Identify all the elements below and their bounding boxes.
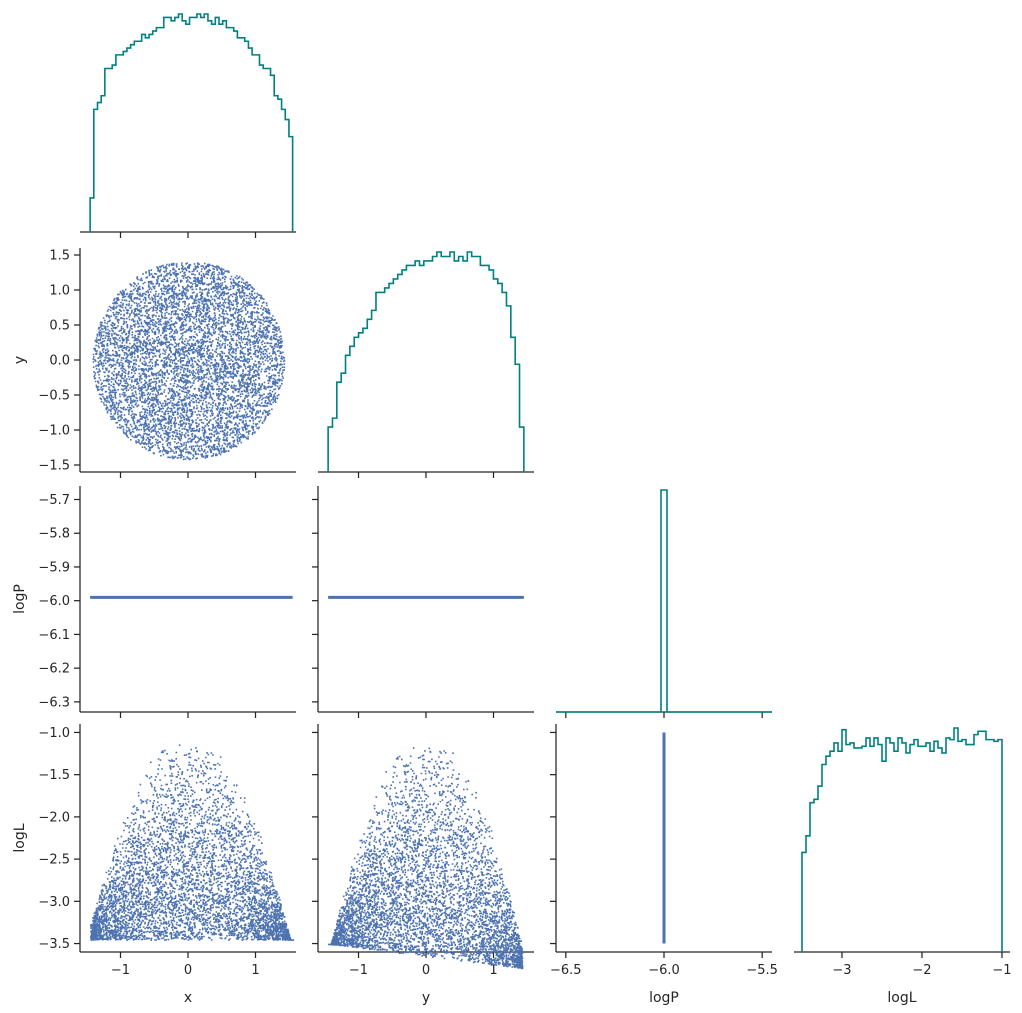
histogram-y <box>327 251 525 472</box>
panel-y-x: −1.5 −1.0 −0.5 0.0 0.5 1.0 1.5 <box>38 248 296 478</box>
panel-logP-logP <box>556 711 772 718</box>
x-tick-label: −1 <box>111 963 130 978</box>
y-tick-label: −6.3 <box>38 695 70 710</box>
y-tick-label: 1.0 <box>49 284 70 299</box>
scatter-logL-y <box>328 747 524 970</box>
x-tick-label: 0 <box>184 963 192 978</box>
y-tick-label: −1.5 <box>38 459 70 474</box>
x-tick-label: 1 <box>489 963 497 978</box>
histogram-logL <box>801 727 1003 952</box>
x-tick-label: −6.5 <box>550 963 582 978</box>
x-tick-label: −2 <box>912 963 931 978</box>
x-axis-label-logL: logL <box>887 990 916 1006</box>
scatter-points <box>328 747 524 970</box>
y-axis-label-y: y <box>12 356 28 364</box>
x-tick-label: 1 <box>251 963 259 978</box>
y-tick-label: −6.0 <box>38 594 70 609</box>
panel-logL-logP: −6.5 −6.0 −5.5 <box>550 724 778 978</box>
y-axis-label-logP: logP <box>12 584 28 614</box>
scatter-logL-x <box>90 744 295 941</box>
histogram-x <box>89 13 294 232</box>
y-tick-label: −1.5 <box>38 768 70 783</box>
panel-logL-x: −3.5 −3.0 −2.5 −2.0 −1.5 −1.0 −1 0 1 <box>38 724 296 978</box>
x-tick-label: −3 <box>832 963 851 978</box>
scatter-points <box>90 744 295 941</box>
y-tick-label: −2.0 <box>38 810 70 825</box>
scatter-points <box>92 262 286 461</box>
y-tick-label: −5.9 <box>38 560 70 575</box>
x-tick-label: 0 <box>422 963 430 978</box>
y-tick-label: −6.1 <box>38 628 70 643</box>
x-tick-label: −5.5 <box>746 963 778 978</box>
y-tick-label: 0.0 <box>49 354 70 369</box>
y-tick-label: −5.8 <box>38 527 70 542</box>
x-tick-label: −1 <box>992 963 1011 978</box>
x-axis-label-logP: logP <box>649 990 679 1006</box>
histogram-logP <box>556 489 772 713</box>
x-tick-label: −6.0 <box>648 963 680 978</box>
y-tick-label: −1.0 <box>38 424 70 439</box>
x-tick-label: −1 <box>349 963 368 978</box>
y-tick-label: 0.5 <box>49 319 70 334</box>
y-tick-label: −6.2 <box>38 662 70 677</box>
y-axis-label-logL: logL <box>12 823 28 852</box>
panel-logP-y <box>312 486 534 718</box>
y-tick-label: −3.5 <box>38 937 70 952</box>
x-axis-label-y: y <box>422 990 430 1006</box>
x-axis-label-x: x <box>184 990 192 1006</box>
y-tick-label: −1.0 <box>38 726 70 741</box>
scatter-y-x <box>92 262 286 461</box>
y-tick-label: −2.5 <box>38 853 70 868</box>
panel-x-x <box>80 231 296 238</box>
panel-logL-logL: −3 −2 −1 <box>794 951 1012 978</box>
y-tick-label: −3.0 <box>38 895 70 910</box>
y-tick-label: 1.5 <box>49 249 70 264</box>
y-tick-label: −0.5 <box>38 389 70 404</box>
panel-logP-x: −6.3 −6.2 −6.1 −6.0 −5.9 −5.8 −5.7 <box>38 486 296 718</box>
y-tick-label: −5.7 <box>38 493 70 508</box>
panel-y-y <box>318 471 534 478</box>
